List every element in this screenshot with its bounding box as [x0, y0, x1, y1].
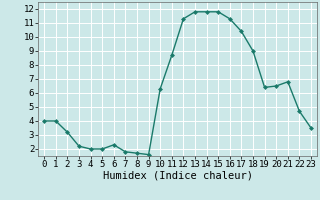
X-axis label: Humidex (Indice chaleur): Humidex (Indice chaleur): [103, 171, 252, 181]
